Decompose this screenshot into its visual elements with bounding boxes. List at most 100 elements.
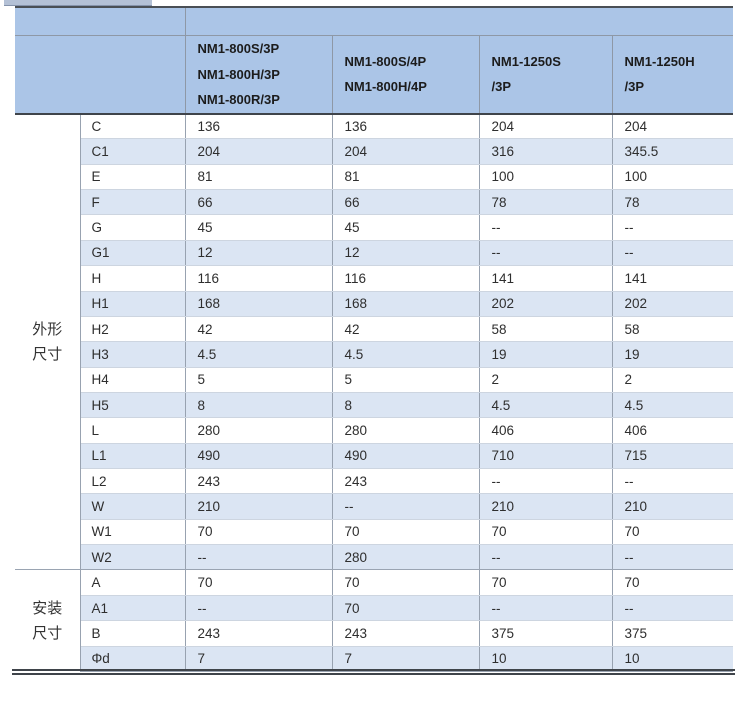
dimension-name-cell: F — [80, 189, 185, 216]
dimension-value-cell: 66 — [184, 189, 332, 216]
dimension-name-cell: Φd — [80, 646, 185, 672]
table-row: F 66 66 78 78 — [15, 189, 733, 216]
table-row: W2 -- 280 -- -- — [15, 544, 733, 571]
dimension-value-cell: 78 — [611, 189, 733, 216]
dimension-value-cell: 202 — [478, 291, 612, 317]
dimension-value-cell: 78 — [478, 189, 612, 216]
group-label-line: 外形 — [32, 320, 63, 338]
dimension-value-cell: 4.5 — [478, 392, 612, 419]
dimension-value-cell: 42 — [331, 316, 479, 343]
dimension-value-cell: 243 — [331, 620, 479, 647]
table-row: C1 204 204 316 345.5 — [15, 138, 733, 165]
dimension-value-cell: 81 — [184, 164, 332, 191]
table-row: H 116 116 141 141 — [15, 265, 733, 292]
table-row: A1 -- 70 -- -- — [15, 595, 733, 622]
dimension-name-cell: G1 — [80, 240, 185, 267]
dimension-value-cell: -- — [478, 544, 612, 571]
dimension-value-cell: -- — [611, 544, 733, 571]
dimension-value-cell: 490 — [331, 443, 479, 470]
header-model-line: NM1-800R/3P — [197, 92, 280, 107]
dimension-name-cell: A — [80, 569, 185, 596]
dimension-value-cell: 19 — [611, 341, 733, 368]
table-row: Φd 7 7 10 10 — [15, 646, 733, 672]
table-row: 安装 尺寸 A 70 70 70 70 — [15, 569, 733, 672]
group-label-cell: 外形 尺寸 — [15, 113, 81, 571]
dimension-value-cell: 406 — [611, 417, 733, 444]
group-label-line: 安装 — [32, 599, 63, 617]
dimension-value-cell: 204 — [478, 113, 612, 140]
dimension-value-cell: 70 — [478, 519, 612, 546]
dimension-value-cell: 2 — [611, 367, 733, 393]
dimension-value-cell: 204 — [184, 138, 332, 165]
table-row: W 210 -- 210 210 — [15, 493, 733, 520]
header-model-line: NM1-800H/3P — [197, 66, 280, 82]
dimension-name-cell: L2 — [80, 468, 185, 495]
table-row: E 81 81 100 100 — [15, 164, 733, 191]
dimension-value-cell: 136 — [184, 113, 332, 140]
dimension-name-cell: L1 — [80, 443, 185, 470]
dimension-value-cell: 204 — [331, 138, 479, 165]
dimension-name-cell: B — [80, 620, 185, 647]
dimension-value-cell: 204 — [611, 113, 733, 140]
dimension-value-cell: 12 — [331, 240, 479, 267]
dimension-value-cell: 58 — [478, 316, 612, 343]
dimension-value-cell: 70 — [478, 569, 612, 596]
dimension-value-cell: 4.5 — [611, 392, 733, 419]
header-corner-cell — [15, 35, 185, 115]
dimension-value-cell: 116 — [184, 265, 332, 292]
top-strip-cell-right — [184, 7, 733, 36]
dimension-name-cell: H2 — [80, 316, 185, 343]
dimension-value-cell: 2 — [478, 367, 612, 393]
dimension-value-cell: 375 — [478, 620, 612, 647]
table-row: H4 5 5 2 2 — [15, 367, 733, 393]
dimension-name-cell: L — [80, 417, 185, 444]
table-row: 外形 尺寸 C 136 136 204 204 — [15, 113, 733, 571]
table-row: B 243 243 375 375 — [15, 620, 733, 647]
dimension-value-cell: 243 — [331, 468, 479, 495]
dimension-name-cell: C1 — [80, 138, 185, 165]
group-label-cell: 安装 尺寸 — [15, 569, 81, 672]
top-strip-cell-left — [15, 7, 185, 36]
dimension-value-cell: -- — [611, 595, 733, 622]
dimension-value-cell: 375 — [611, 620, 733, 647]
dimension-value-cell: 5 — [331, 367, 479, 393]
dimension-value-cell: 710 — [478, 443, 612, 470]
dimension-value-cell: 243 — [184, 468, 332, 495]
dimension-value-cell: 70 — [331, 519, 479, 546]
dimension-value-cell: 45 — [331, 214, 479, 241]
dimension-value-cell: 70 — [184, 569, 332, 596]
header-model-line: NM1-800H/4P — [344, 79, 427, 95]
dimension-value-cell: 100 — [478, 164, 612, 191]
top-left-strip — [4, 0, 152, 6]
table-row: H2 42 42 58 58 — [15, 316, 733, 343]
group-label-line: 尺寸 — [32, 624, 63, 642]
table-row: L1 490 490 710 715 — [15, 443, 733, 470]
dimension-value-cell: 715 — [611, 443, 733, 470]
dimension-value-cell: 406 — [478, 417, 612, 444]
table-row: H1 168 168 202 202 — [15, 291, 733, 317]
dimension-value-cell: 345.5 — [611, 138, 733, 165]
dimension-name-cell: W1 — [80, 519, 185, 546]
table-row: G1 12 12 -- -- — [15, 240, 733, 267]
dimension-value-cell: 4.5 — [184, 341, 332, 368]
header-model-line: NM1-1250S — [491, 53, 561, 69]
top-strip-row — [15, 7, 733, 36]
dimension-value-cell: 210 — [611, 493, 733, 520]
dimension-value-cell: 141 — [611, 265, 733, 292]
table-row: L2 243 243 -- -- — [15, 468, 733, 495]
dimension-name-cell: H — [80, 265, 185, 292]
header-model-col-1: NM1-800S/3P NM1-800H/3P NM1-800R/3P — [184, 35, 332, 115]
dimension-value-cell: 58 — [611, 316, 733, 343]
dimension-value-cell: -- — [478, 468, 612, 495]
dimension-value-cell: 70 — [331, 595, 479, 622]
dimension-name-cell: H5 — [80, 392, 185, 419]
dimension-value-cell: 316 — [478, 138, 612, 165]
dimension-value-cell: 168 — [331, 291, 479, 317]
dimension-value-cell: -- — [184, 544, 332, 571]
dimension-value-cell: 70 — [184, 519, 332, 546]
dimension-value-cell: 210 — [478, 493, 612, 520]
dimension-value-cell: 7 — [184, 646, 332, 672]
dimension-name-cell: W2 — [80, 544, 185, 571]
dimension-value-cell: 12 — [184, 240, 332, 267]
dimension-value-cell: 280 — [184, 417, 332, 444]
